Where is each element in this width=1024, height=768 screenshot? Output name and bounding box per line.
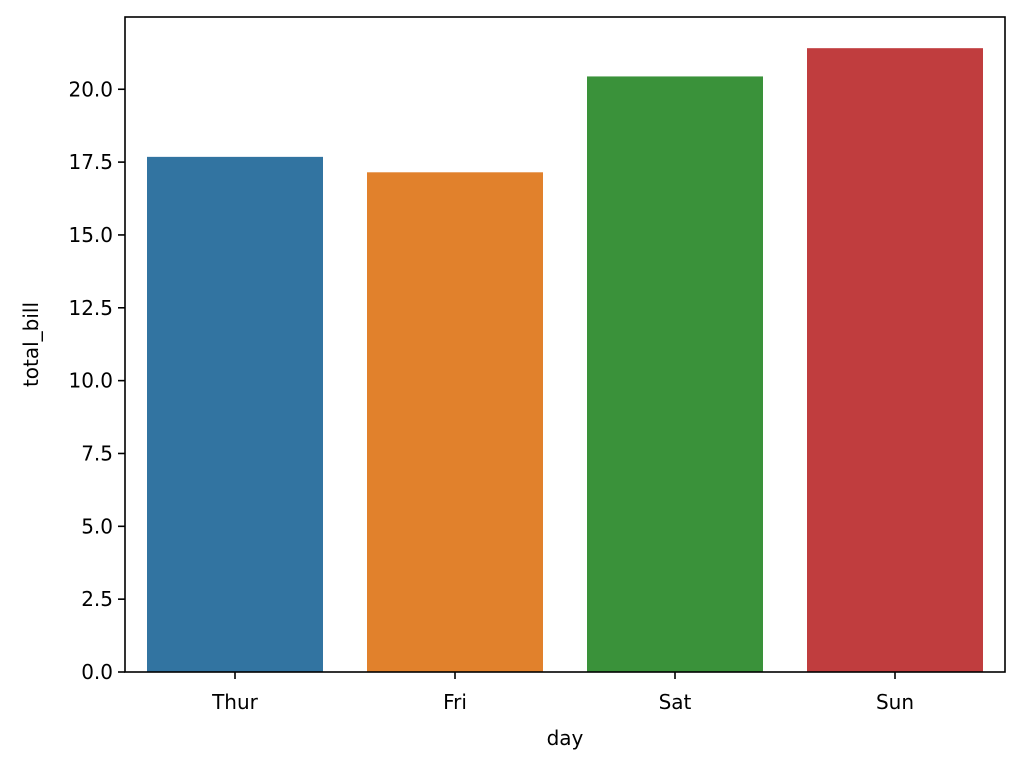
bar-sun: [807, 48, 983, 673]
y-tick-label: 12.5: [68, 296, 113, 320]
plot-frame: [124, 16, 1006, 673]
bars-layer: [147, 48, 983, 673]
x-tick-label: Fri: [443, 690, 467, 714]
y-tick-label: 2.5: [81, 587, 113, 611]
x-tick-label: Sun: [876, 690, 914, 714]
y-axis: 0.0 2.5 5.0 7.5 10.0 12.5 15.0 17.5 20.0: [68, 77, 125, 684]
x-tick-label: Thur: [211, 690, 259, 714]
y-tick-label: 7.5: [81, 441, 113, 465]
bar-thur: [147, 156, 323, 672]
bar-sat: [587, 76, 763, 672]
y-axis-label: total_bill: [19, 302, 43, 387]
x-axis-label: day: [547, 726, 584, 750]
y-tick-label: 20.0: [68, 77, 113, 101]
y-tick-label: 5.0: [81, 514, 113, 538]
y-tick-label: 17.5: [68, 150, 113, 174]
x-axis: Thur Fri Sat Sun: [211, 672, 914, 714]
y-tick-label: 0.0: [81, 660, 113, 684]
x-tick-label: Sat: [659, 690, 692, 714]
y-tick-label: 15.0: [68, 223, 113, 247]
bar-fri: [367, 172, 543, 672]
y-tick-label: 10.0: [68, 369, 113, 393]
